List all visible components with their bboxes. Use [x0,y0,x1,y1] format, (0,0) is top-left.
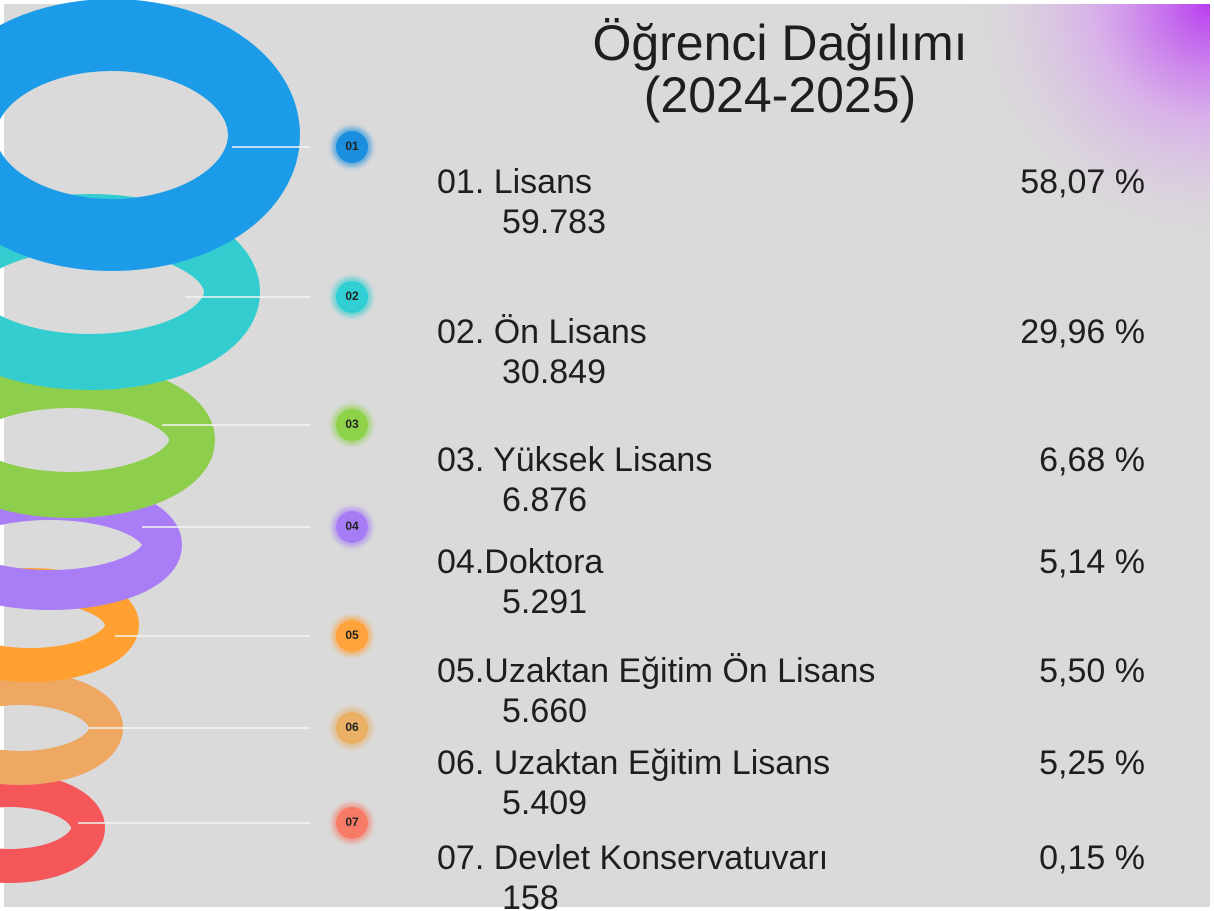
item-count: 59.783 [502,203,606,241]
subtitle: (2024-2025) [644,67,916,123]
item-label: 04.Doktora [437,543,603,581]
item-count: 6.876 [502,481,587,519]
item-percent: 5,25 % [1039,744,1145,782]
item-percent: 5,14 % [1039,543,1145,581]
badge-label: 04 [345,519,359,533]
item-percent: 58,07 % [1020,163,1145,201]
item-label: 05.Uzaktan Eğitim Ön Lisans [437,652,875,690]
item-count: 5.291 [502,583,587,621]
badge-label: 02 [345,289,359,303]
badge-label: 06 [345,720,359,734]
infographic: Öğrenci Dağılımı (2024-2025) 01 01. Lisan… [0,0,1214,911]
badge-label: 01 [345,139,359,153]
item-percent: 29,96 % [1020,313,1145,351]
item-label: 06. Uzaktan Eğitim Lisans [437,744,830,782]
title: Öğrenci Dağılımı [592,15,967,71]
badge-label: 05 [345,628,359,642]
item-count: 158 [502,879,559,911]
decor-blob [950,4,1210,264]
item-count: 5.409 [502,784,587,822]
item-label: 01. Lisans [437,163,592,201]
badge-label: 07 [345,815,359,829]
badge-label: 03 [345,417,359,431]
item-label: 02. Ön Lisans [437,313,647,351]
item-count: 30.849 [502,353,606,391]
item-percent: 0,15 % [1039,839,1145,877]
item-count: 5.660 [502,692,587,730]
item-percent: 6,68 % [1039,441,1145,479]
item-percent: 5,50 % [1039,652,1145,690]
item-label: 03. Yüksek Lisans [437,441,712,479]
item-label: 07. Devlet Konservatuvarı [437,839,828,877]
